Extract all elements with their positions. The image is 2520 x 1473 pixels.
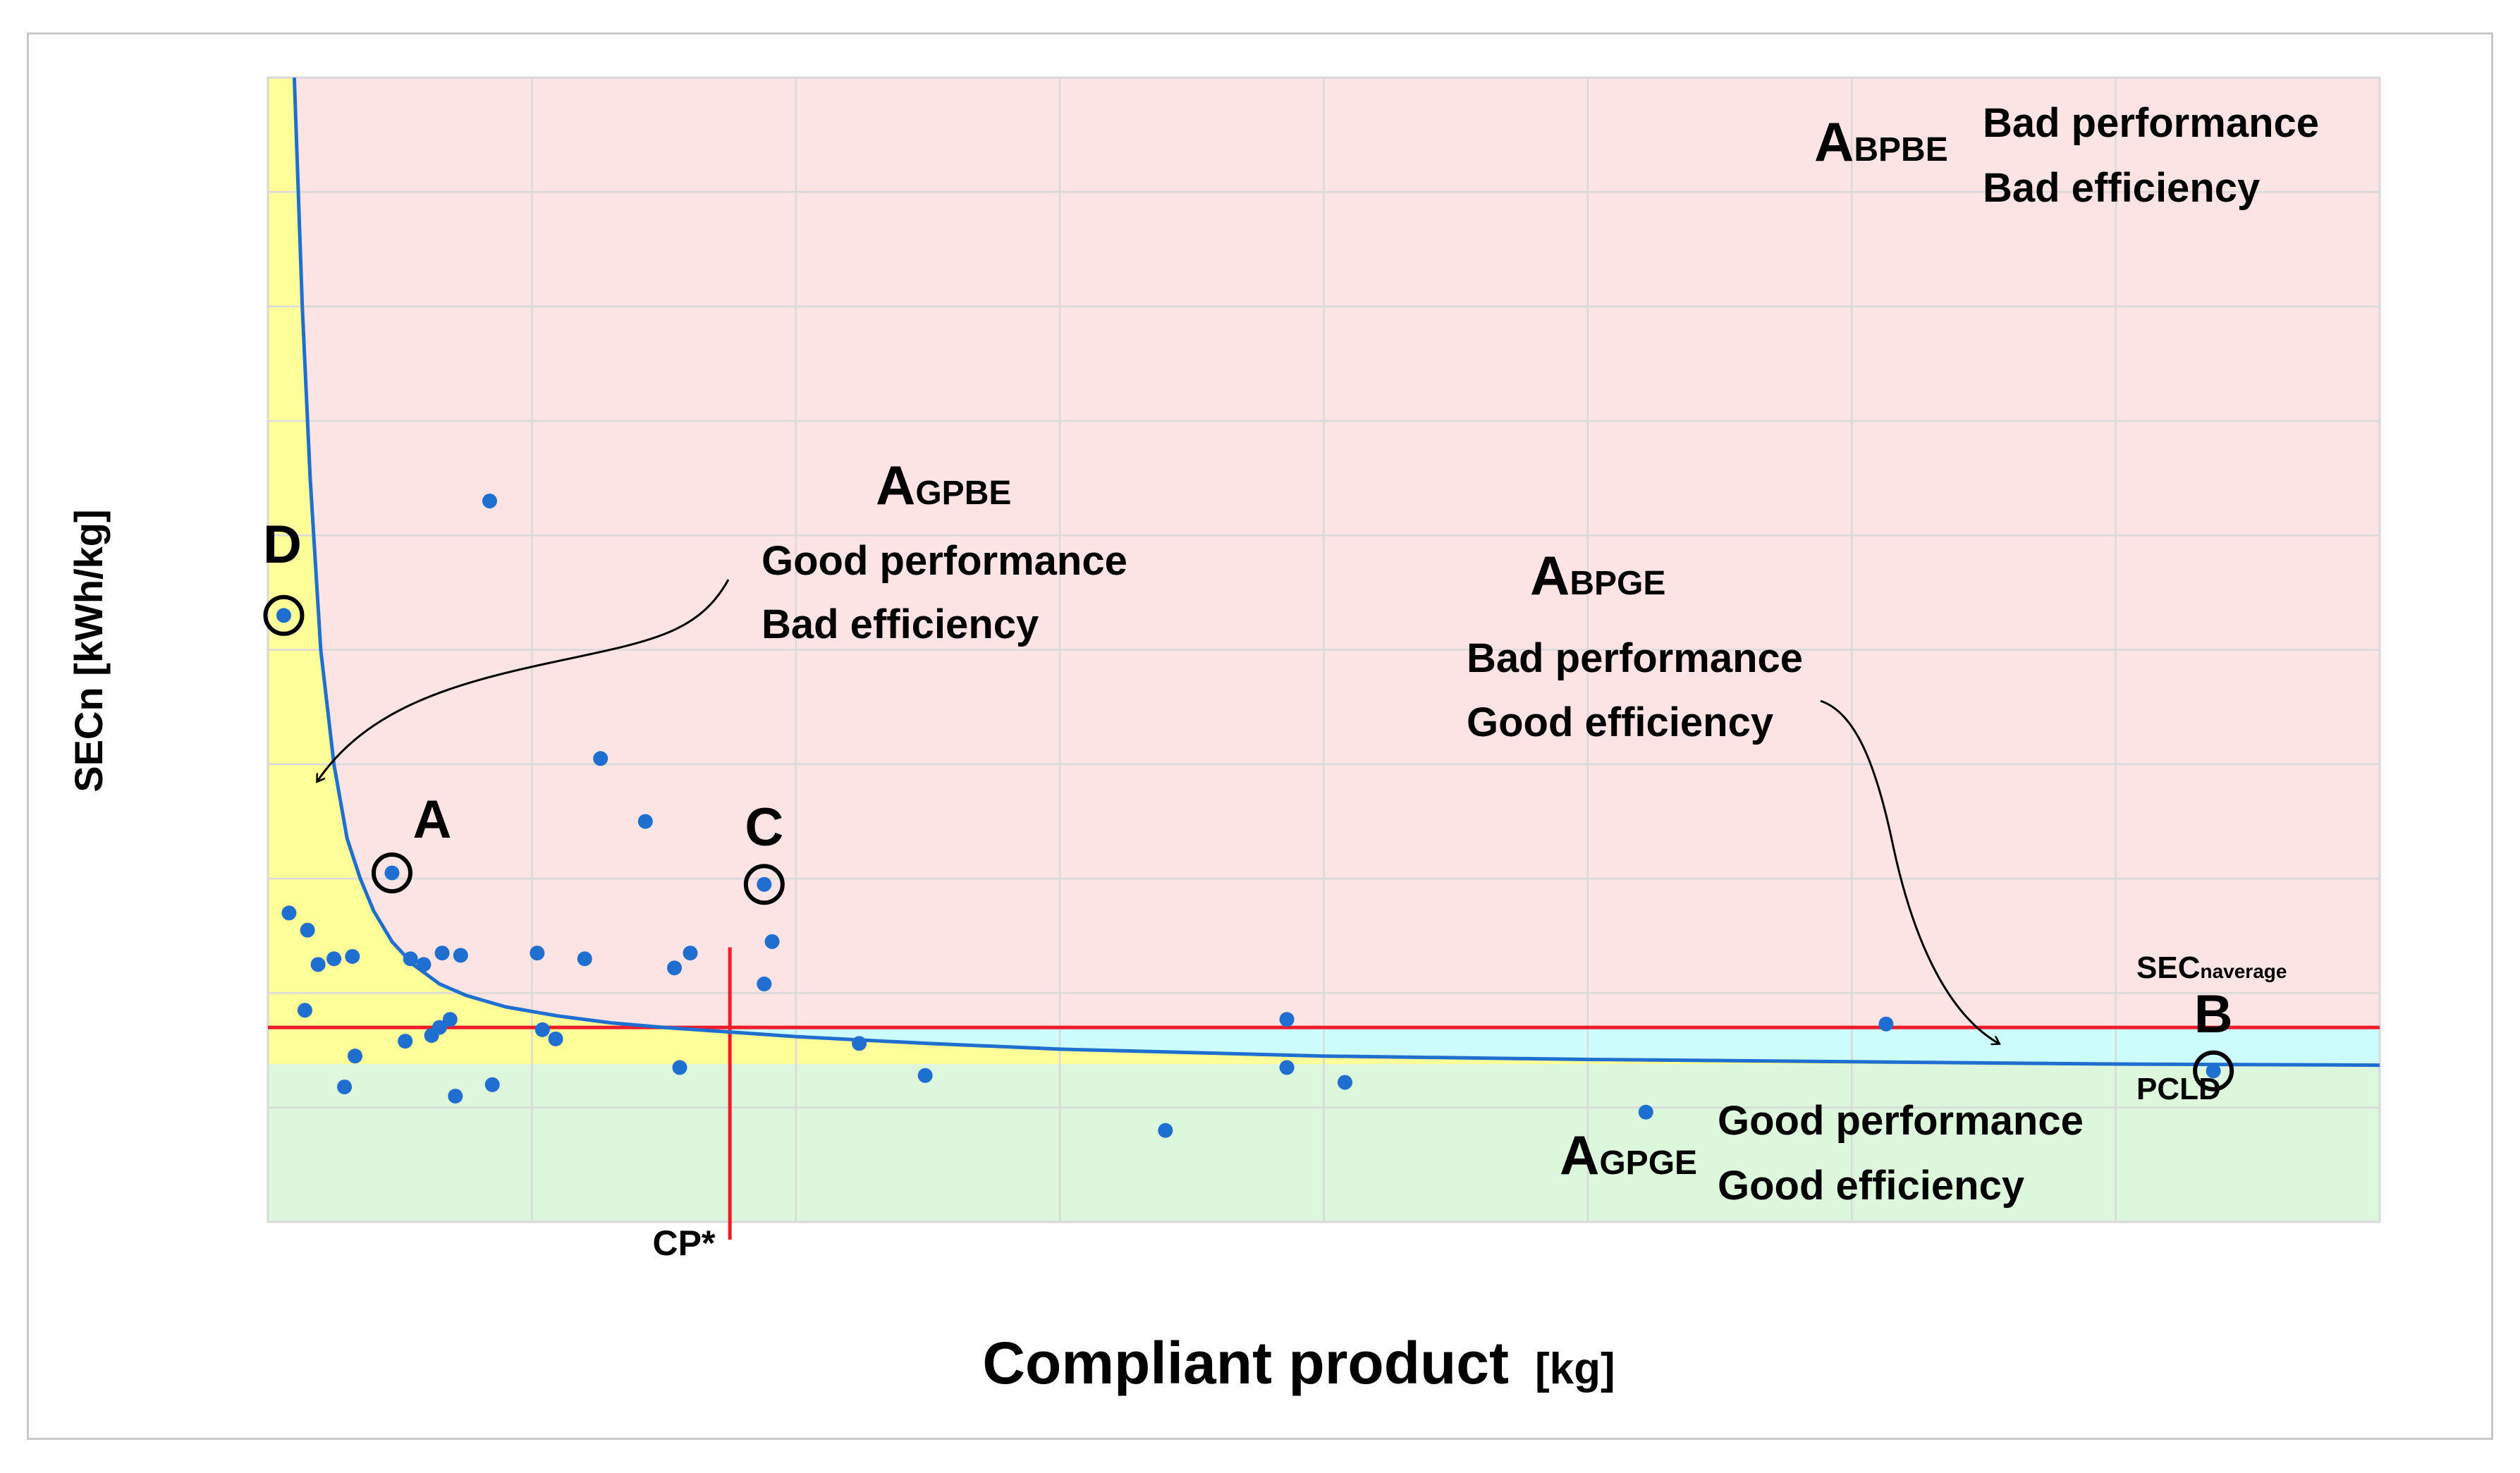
abpbe-label-main: A <box>1814 111 1854 173</box>
data-point <box>757 976 772 991</box>
abpge-desc-line1: Bad performance <box>1467 635 1803 681</box>
curve-group <box>292 78 2380 1068</box>
data-point <box>337 1079 353 1094</box>
data-point <box>852 1036 867 1051</box>
pcld-curve <box>292 78 2380 1068</box>
agpge-desc-line1: Good performance <box>1718 1098 2084 1144</box>
agpbe-label: AGPBE Good performance Bad efficiency <box>761 454 1127 647</box>
data-point <box>672 1060 687 1075</box>
abpbe-label: ABPBE Bad performance Bad efficiency <box>1814 100 2319 211</box>
data-point <box>757 876 772 892</box>
abpbe-desc-line1: Bad performance <box>1983 100 2319 146</box>
abpbe-desc-line2: Bad efficiency <box>1983 165 2260 211</box>
data-point <box>281 905 297 921</box>
abpge-label-main: A <box>1530 544 1570 606</box>
pcld-label: PCLD <box>2136 1072 2221 1106</box>
data-point <box>398 1034 413 1049</box>
data-point <box>345 948 360 964</box>
sec-average-main: SEC <box>2136 951 2200 985</box>
x-axis-title-group: Compliant product [kg] <box>982 1330 1615 1396</box>
agpbe-arrow <box>317 579 730 781</box>
scatter-points <box>276 494 2221 1138</box>
data-point <box>348 1049 363 1064</box>
svg-text:ABPGE: ABPGE <box>1530 544 1665 606</box>
highlight-circles: D A C B <box>263 515 2234 1092</box>
data-point <box>593 751 608 766</box>
grid-lines <box>267 76 2381 1223</box>
data-point <box>534 1022 550 1037</box>
data-point <box>917 1068 933 1083</box>
svg-text:AGPBE: AGPBE <box>876 454 1011 516</box>
data-point <box>326 951 342 967</box>
sec-average-sub: naverage <box>2200 960 2287 982</box>
data-point <box>310 957 326 972</box>
data-point <box>1638 1104 1653 1120</box>
point-label-d: D <box>263 515 302 575</box>
point-label-b: B <box>2194 984 2233 1044</box>
agpbe-desc-line2: Bad efficiency <box>761 601 1039 647</box>
abpge-label-sub: BPGE <box>1570 565 1665 602</box>
data-point <box>577 951 592 967</box>
data-point <box>1337 1075 1352 1090</box>
highlight-ring-c <box>743 864 785 905</box>
highlight-ring-d <box>263 594 305 636</box>
abpge-desc-line2: Good efficiency <box>1467 699 1773 745</box>
region-abpge-band <box>730 1027 2380 1065</box>
data-point <box>453 948 468 963</box>
svg-text:AGPGE: AGPGE <box>1560 1124 1697 1186</box>
data-point <box>1878 1016 1894 1032</box>
data-point <box>484 1077 500 1092</box>
agpbe-label-main: A <box>876 454 915 516</box>
data-point <box>548 1031 563 1046</box>
data-point <box>424 1027 439 1043</box>
data-point <box>2206 1063 2221 1079</box>
y-axis-title: SECn [kWh/kg] <box>66 509 111 792</box>
x-axis-unit: [kg] <box>1535 1345 1615 1393</box>
agpbe-label-sub: GPBE <box>915 475 1011 512</box>
reference-lines <box>268 947 2380 1240</box>
data-point <box>1279 1060 1295 1075</box>
abpge-arrow <box>1820 699 1999 1044</box>
agpge-label-main: A <box>1560 1124 1599 1186</box>
data-point <box>667 960 683 976</box>
agpge-label: AGPGE Good performance Good efficiency <box>1560 1098 2084 1209</box>
data-point <box>442 1012 458 1027</box>
highlight-ring-b <box>2193 1050 2234 1092</box>
data-point <box>530 946 545 961</box>
agpge-desc-line2: Good efficiency <box>1718 1163 2024 1209</box>
agpge-label-sub: GPGE <box>1599 1144 1697 1182</box>
plot-border <box>267 76 2381 1223</box>
data-point <box>276 608 291 623</box>
agpbe-desc-line1: Good performance <box>761 538 1127 584</box>
chart-frame <box>27 32 2493 1440</box>
abpbe-label-sub: BPBE <box>1854 131 1947 169</box>
data-point <box>482 494 497 509</box>
x-axis-title: Compliant product <box>982 1330 1509 1396</box>
cp-star-label: CP* <box>653 1223 716 1263</box>
highlight-ring-a <box>371 852 412 893</box>
data-point <box>448 1088 463 1104</box>
data-point <box>1279 1012 1295 1027</box>
sec-average-label: SECnaverage <box>2136 951 2287 985</box>
abpge-label: ABPGE Bad performance Good efficiency <box>1467 544 1803 745</box>
data-point <box>403 951 418 967</box>
data-point <box>683 946 698 961</box>
region-abpbe-upper <box>294 78 2380 1065</box>
svg-text:ABPBE: ABPBE <box>1814 111 1948 173</box>
data-point <box>300 922 315 938</box>
point-label-c: C <box>745 797 783 857</box>
point-label-a: A <box>413 790 452 850</box>
data-point <box>1158 1123 1173 1138</box>
data-point <box>384 865 400 881</box>
data-point <box>764 934 780 949</box>
data-point <box>416 957 432 972</box>
data-point <box>637 814 653 829</box>
data-point <box>434 946 450 961</box>
data-point <box>297 1003 312 1018</box>
